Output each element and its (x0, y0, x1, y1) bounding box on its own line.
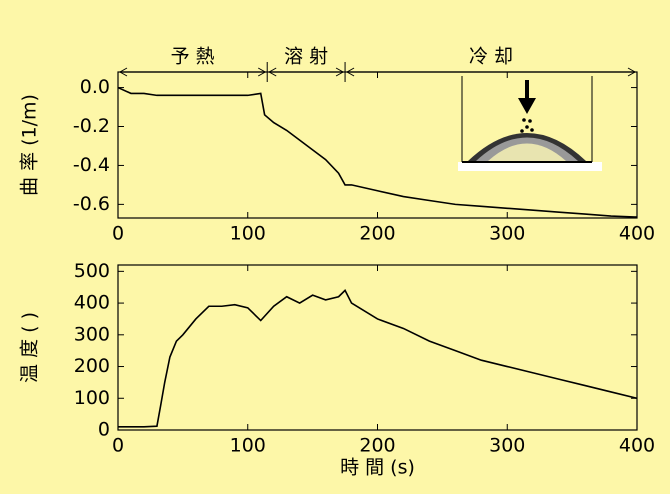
phase-arrow (257, 67, 267, 77)
y-tick-label: -0.4 (73, 154, 110, 176)
x-tick-label: 100 (230, 435, 266, 457)
x-tick-label: 200 (359, 223, 395, 245)
y-tick-label: 200 (74, 355, 110, 377)
y-tick-label: 0.0 (80, 76, 110, 98)
phase-arrow (335, 67, 345, 77)
x-tick-label: 300 (489, 435, 525, 457)
phase-label: 冷 却 (469, 46, 513, 68)
data-line (117, 86, 638, 218)
y-axis-label: 温 度 ( ) (19, 312, 41, 383)
x-tick-label: 0 (112, 435, 124, 457)
y-tick-label: 300 (74, 323, 110, 345)
inset-diagram (458, 76, 602, 171)
phase-arrow (118, 67, 128, 77)
y-tick-label: 0 (98, 419, 110, 441)
y-tick-label: 400 (74, 292, 110, 314)
phase-arrow (346, 67, 355, 77)
x-tick-label: 200 (359, 435, 395, 457)
phase-arrow (627, 67, 637, 77)
x-tick-label: 400 (619, 435, 655, 457)
y-tick-label: -0.6 (73, 193, 110, 215)
y-axis-label: 曲 率 (1/m) (19, 94, 41, 196)
y-tick-label: -0.2 (73, 115, 110, 137)
phase-label: 溶 射 (284, 46, 328, 68)
x-axis-label: 時 間 (s) (340, 457, 415, 479)
x-tick-label: 400 (619, 223, 655, 245)
y-tick-label: 100 (74, 387, 110, 409)
phase-label: 予 熱 (171, 46, 215, 68)
data-line (118, 289, 638, 428)
x-tick-label: 300 (489, 223, 525, 245)
y-tick-label: 500 (74, 260, 110, 282)
x-tick-label: 100 (230, 223, 266, 245)
x-tick-label: 0 (112, 223, 124, 245)
phase-arrow (268, 67, 277, 77)
